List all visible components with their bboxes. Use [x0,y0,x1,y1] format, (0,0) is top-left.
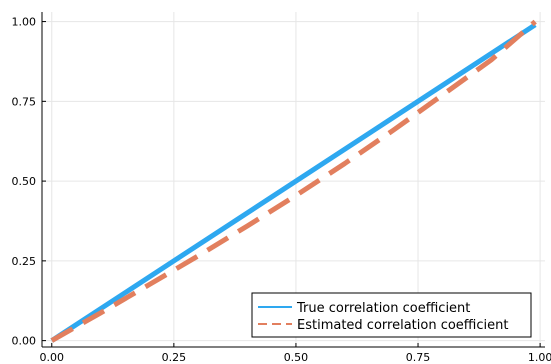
y-tick-label: 0.75 [12,95,37,108]
x-tick-label: 1.00 [528,351,551,364]
grid-lines [42,12,545,347]
series-line-estimated [50,19,537,343]
x-tick-label: 0.50 [284,351,309,364]
y-tick-label: 0.00 [12,335,37,348]
y-tick-label: 1.00 [12,16,37,29]
legend-label-true: True correlation coefficient [296,301,470,316]
x-tick-label: 0.25 [162,351,187,364]
x-tick-label: 0.00 [40,351,65,364]
plot-frame [41,12,545,348]
legend-box [251,292,532,338]
legend-label-estimated: Estimated correlation coefficient [297,318,508,333]
y-tick-label: 0.50 [12,175,37,188]
y-tick-label: 0.25 [12,255,37,268]
y-tick-labels: 0.00 0.25 0.50 0.75 1.00 [12,16,46,348]
series-lines [50,19,537,343]
legend: True correlation coefficient Estimated c… [251,292,532,338]
x-tick-labels: 0.00 0.25 0.50 0.75 1.00 [40,343,551,364]
x-tick-label: 0.75 [406,351,431,364]
series-line-true [50,22,537,343]
